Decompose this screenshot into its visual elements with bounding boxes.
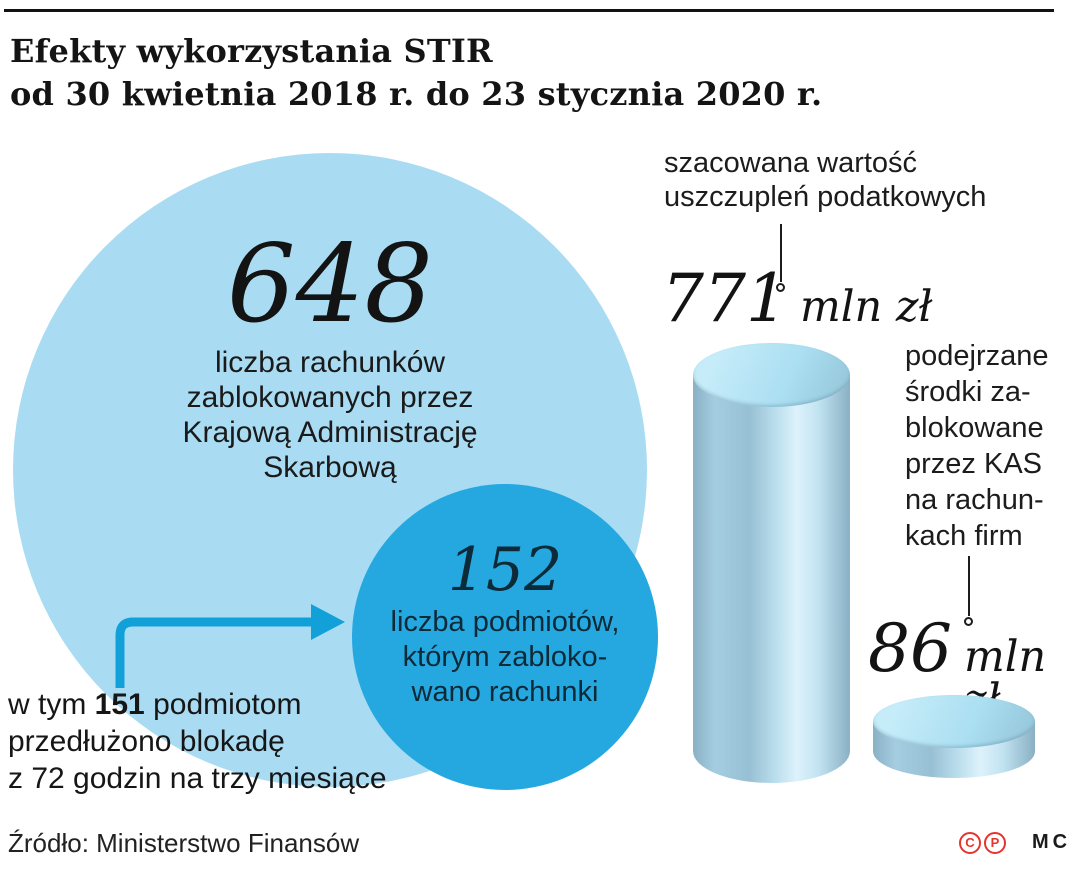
top-rule: [4, 9, 1054, 12]
tax-shortfall-label-line: uszczupleń podatkowych: [664, 181, 987, 213]
bubble-152-caption: liczba podmiotów, którym zabloko- wano r…: [352, 605, 658, 710]
author-credit: MC: [1032, 831, 1072, 853]
leader-dot-icon: [964, 617, 973, 626]
bubble-648-value: 648: [226, 222, 434, 347]
annotation-line-3: z 72 godzin na trzy miesiące: [8, 762, 387, 795]
footer-badges: C P MC: [959, 831, 1071, 854]
tax-shortfall-number: 771: [662, 260, 788, 337]
annotation-bold-number: 151: [94, 688, 145, 721]
cylinder-771-side: [693, 375, 850, 751]
bent-arrow-icon: [115, 604, 345, 688]
bubble-648-caption-line: Krajową Administrację: [182, 416, 478, 449]
blocked-funds-label-line: kach firm: [905, 520, 1023, 552]
annotation-line-1: w tym 151 podmiotom: [8, 686, 387, 723]
bubble-152-content: 152 liczba podmiotów, którym zabloko- wa…: [352, 540, 658, 710]
blocked-funds-label-line: podejrzane: [905, 340, 1049, 372]
tax-shortfall-label: szacowana wartość uszczupleń podatkowych: [664, 146, 986, 214]
bubble-648-caption-line: zablokowanych przez: [186, 381, 474, 414]
annotation-line-2: przedłużono blokadę: [8, 725, 285, 758]
blocked-funds-label: podejrzane środki za- blokowane przez KA…: [905, 338, 1049, 554]
leader-line: [780, 224, 782, 282]
title-line-2: od 30 kwietnia 2018 r. do 23 stycznia 20…: [10, 75, 823, 113]
bubble-152-caption-line: wano rachunki: [411, 676, 599, 708]
source-note: Źródło: Ministerstwo Finansów: [8, 828, 360, 858]
title-line-1: Efekty wykorzystania STIR: [10, 32, 493, 70]
bubble-648-caption-line: liczba rachunków: [214, 346, 446, 379]
bubble-152-value: 152: [447, 535, 563, 605]
cylinder-771-top: [693, 343, 850, 407]
annotation-text: podmiotom: [144, 688, 302, 721]
leader-line: [968, 556, 970, 616]
copyright-icon: C: [959, 831, 981, 854]
blocked-funds-number: 86: [868, 610, 952, 687]
annotation-151: w tym 151 podmiotom przedłużono blokadę …: [8, 686, 387, 797]
tax-shortfall-unit: mln zł: [799, 282, 933, 332]
bubble-152-caption-line: liczba podmiotów,: [390, 606, 620, 638]
annotation-text: w tym: [8, 688, 95, 721]
leader-dot-icon: [776, 283, 785, 292]
bubble-152-caption-line: którym zabloko-: [402, 641, 608, 673]
bubble-648-caption-line: Skarbową: [263, 451, 397, 484]
bubble-648-content: 648 liczba rachunków zablokowanych przez…: [13, 231, 647, 485]
bubble-152: 152 liczba podmiotów, którym zabloko- wa…: [352, 484, 658, 790]
cylinder-771: [693, 343, 850, 784]
blocked-funds-label-line: na rachun-: [905, 484, 1044, 516]
page-title: Efekty wykorzystania STIR od 30 kwietnia…: [10, 30, 822, 116]
cylinder-86-top: [873, 695, 1035, 748]
tax-shortfall-value: 771 mln zł: [662, 266, 932, 332]
cylinder-86: [873, 695, 1035, 778]
bubble-648-caption: liczba rachunków zablokowanych przez Kra…: [13, 345, 647, 485]
blocked-funds-label-line: blokowane: [905, 412, 1044, 444]
blocked-funds-label-line: środki za-: [905, 376, 1031, 408]
blocked-funds-label-line: przez KAS: [905, 448, 1042, 480]
tax-shortfall-label-line: szacowana wartość: [664, 147, 918, 179]
blocked-funds-value: 86 mln zł: [868, 616, 1079, 722]
phonogram-icon: P: [984, 831, 1006, 854]
